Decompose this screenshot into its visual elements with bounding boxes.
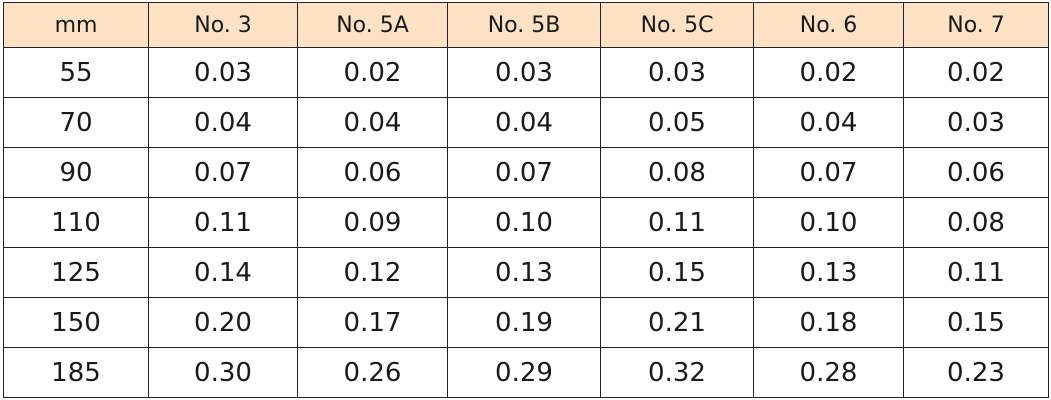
- header-cell: No. 5A: [297, 2, 448, 48]
- table-body: 55 0.03 0.02 0.03 0.03 0.02 0.02 70 0.04 0.04 0.04…: [3, 47, 1049, 398]
- value-cell: 0.02: [297, 47, 448, 98]
- row-label-cell: 185: [3, 347, 149, 398]
- data-table: mm No. 3 No. 5A No. 5B No. 5C No. 6 No. 7 55 0.…: [3, 2, 1049, 398]
- value-cell: 0.03: [903, 97, 1049, 148]
- value-cell: 0.03: [447, 47, 601, 98]
- value-cell: 0.17: [297, 297, 448, 348]
- table-row: 70 0.04 0.04 0.04 0.05 0.04 0.03: [3, 97, 1049, 148]
- value-cell: 0.30: [148, 347, 298, 398]
- value-cell: 0.13: [447, 247, 601, 298]
- value-cell: 0.23: [903, 347, 1049, 398]
- row-label-cell: 110: [3, 197, 149, 248]
- value-cell: 0.11: [148, 197, 298, 248]
- value-cell: 0.14: [148, 247, 298, 298]
- table-row: 110 0.11 0.09 0.10 0.11 0.10 0.08: [3, 197, 1049, 248]
- value-cell: 0.18: [753, 297, 904, 348]
- header-cell: No. 6: [753, 2, 904, 48]
- value-cell: 0.20: [148, 297, 298, 348]
- header-cell: No. 7: [903, 2, 1049, 48]
- header-row: mm No. 3 No. 5A No. 5B No. 5C No. 6 No. 7: [3, 2, 1049, 48]
- value-cell: 0.15: [600, 247, 754, 298]
- value-cell: 0.13: [753, 247, 904, 298]
- value-cell: 0.32: [600, 347, 754, 398]
- value-cell: 0.03: [600, 47, 754, 98]
- value-cell: 0.15: [903, 297, 1049, 348]
- value-cell: 0.10: [447, 197, 601, 248]
- header-cell: No. 5C: [600, 2, 754, 48]
- row-label-cell: 90: [3, 147, 149, 198]
- table-header: mm No. 3 No. 5A No. 5B No. 5C No. 6 No. 7: [3, 2, 1049, 48]
- value-cell: 0.19: [447, 297, 601, 348]
- value-cell: 0.03: [148, 47, 298, 98]
- value-cell: 0.12: [297, 247, 448, 298]
- value-cell: 0.04: [148, 97, 298, 148]
- row-label-cell: 125: [3, 247, 149, 298]
- row-label-cell: 70: [3, 97, 149, 148]
- value-cell: 0.08: [903, 197, 1049, 248]
- table-row: 185 0.30 0.26 0.29 0.32 0.28 0.23: [3, 347, 1049, 398]
- value-cell: 0.04: [297, 97, 448, 148]
- value-cell: 0.04: [447, 97, 601, 148]
- value-cell: 0.07: [753, 147, 904, 198]
- value-cell: 0.26: [297, 347, 448, 398]
- value-cell: 0.04: [753, 97, 904, 148]
- table-row: 55 0.03 0.02 0.03 0.03 0.02 0.02: [3, 47, 1049, 98]
- table-row: 125 0.14 0.12 0.13 0.15 0.13 0.11: [3, 247, 1049, 298]
- value-cell: 0.11: [903, 247, 1049, 298]
- table-row: 150 0.20 0.17 0.19 0.21 0.18 0.15: [3, 297, 1049, 348]
- row-label-cell: 55: [3, 47, 149, 98]
- value-cell: 0.02: [903, 47, 1049, 98]
- value-cell: 0.21: [600, 297, 754, 348]
- value-cell: 0.06: [903, 147, 1049, 198]
- header-cell: No. 3: [148, 2, 298, 48]
- value-cell: 0.06: [297, 147, 448, 198]
- value-cell: 0.09: [297, 197, 448, 248]
- header-cell: mm: [3, 2, 149, 48]
- header-cell: No. 5B: [447, 2, 601, 48]
- value-cell: 0.07: [447, 147, 601, 198]
- value-cell: 0.28: [753, 347, 904, 398]
- row-label-cell: 150: [3, 297, 149, 348]
- table-row: 90 0.07 0.06 0.07 0.08 0.07 0.06: [3, 147, 1049, 198]
- value-cell: 0.05: [600, 97, 754, 148]
- value-cell: 0.08: [600, 147, 754, 198]
- value-cell: 0.07: [148, 147, 298, 198]
- value-cell: 0.29: [447, 347, 601, 398]
- value-cell: 0.11: [600, 197, 754, 248]
- value-cell: 0.02: [753, 47, 904, 98]
- value-cell: 0.10: [753, 197, 904, 248]
